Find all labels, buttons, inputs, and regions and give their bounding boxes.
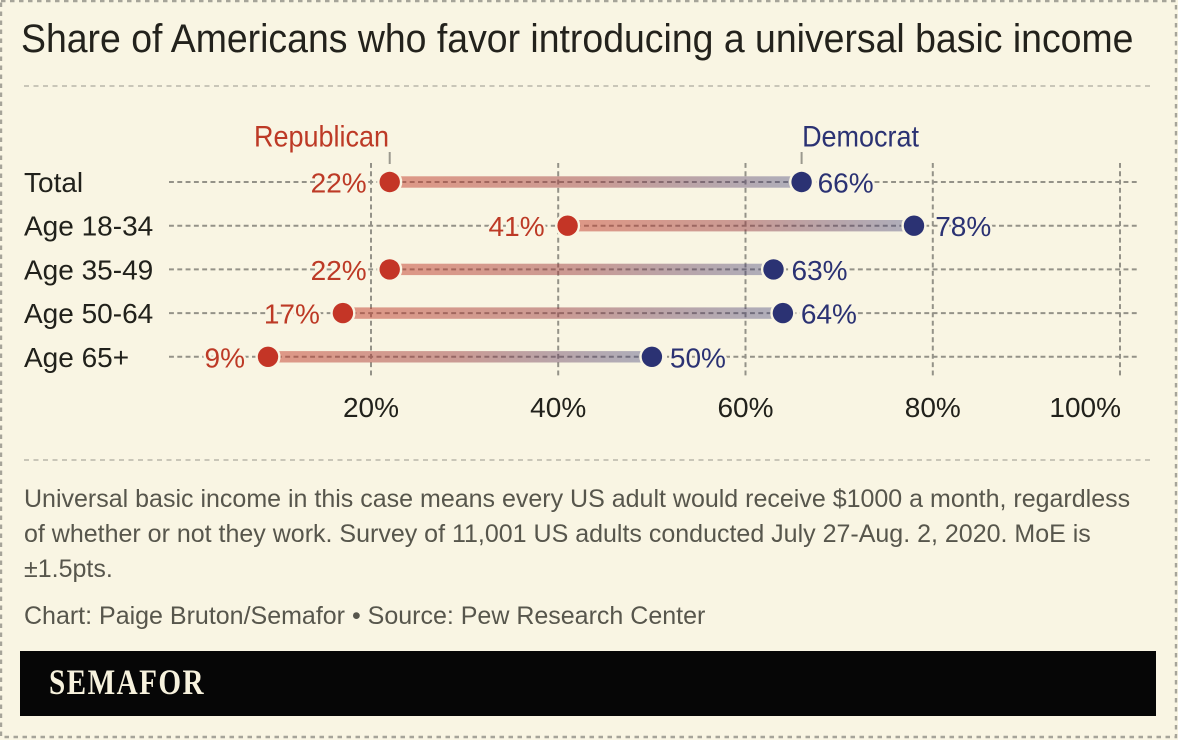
svg-text:Age 65+: Age 65+ <box>24 342 129 373</box>
svg-text:100%: 100% <box>1049 392 1121 423</box>
svg-text:20%: 20% <box>343 392 399 423</box>
svg-text:Age 18-34: Age 18-34 <box>24 211 153 242</box>
svg-text:Republican: Republican <box>254 120 389 154</box>
svg-text:80%: 80% <box>905 392 961 423</box>
svg-text:63%: 63% <box>792 255 848 286</box>
svg-text:9%: 9% <box>205 342 245 373</box>
svg-text:22%: 22% <box>311 168 367 199</box>
svg-text:Democrat: Democrat <box>802 120 919 154</box>
svg-text:22%: 22% <box>311 255 367 286</box>
svg-text:66%: 66% <box>818 168 874 199</box>
svg-text:64%: 64% <box>801 299 857 330</box>
svg-text:Age 35-49: Age 35-49 <box>24 254 153 285</box>
svg-text:40%: 40% <box>530 392 586 423</box>
svg-text:50%: 50% <box>670 342 726 373</box>
svg-text:60%: 60% <box>717 392 773 423</box>
svg-text:Age 50-64: Age 50-64 <box>24 298 153 329</box>
svg-text:17%: 17% <box>264 299 320 330</box>
svg-text:Total: Total <box>24 167 83 198</box>
svg-text:41%: 41% <box>489 211 545 242</box>
svg-text:78%: 78% <box>935 211 991 242</box>
